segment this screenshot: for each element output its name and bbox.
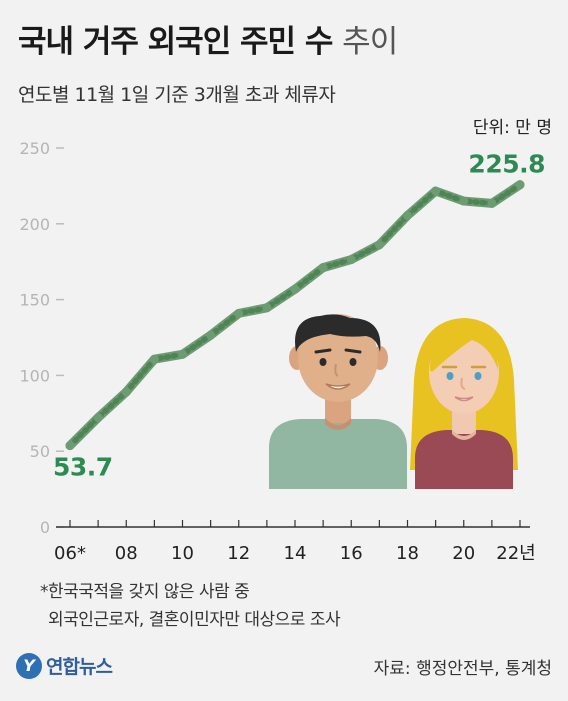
data-label-first: 53.7 [53, 453, 113, 482]
data-point [431, 186, 441, 196]
x-tick-label: 20 [452, 543, 475, 564]
y-tick-label: 200 [19, 215, 50, 234]
data-point [149, 354, 159, 364]
logo-mark-icon: Y [16, 652, 42, 679]
y-tick-label: 50 [30, 442, 50, 461]
data-point [515, 180, 525, 190]
data-point [93, 413, 103, 423]
x-tick-label: 14 [284, 543, 307, 564]
footnote-line-1: *한국국적을 갖지 않은 사람 중 [40, 582, 250, 602]
data-point [403, 210, 412, 220]
y-tick-label: 100 [19, 366, 50, 385]
x-tick-label: 12 [227, 543, 250, 564]
woman-icon [410, 318, 518, 489]
unit-label: 단위: 만 명 [472, 118, 552, 138]
data-point [234, 308, 244, 318]
x-tick-label: 10 [171, 543, 194, 564]
data-point [121, 387, 131, 397]
chart-subtitle: 연도별 11월 1일 기준 3개월 초과 체류자 [18, 84, 336, 106]
source-text: 자료: 행정안전부, 통계청 [373, 659, 552, 679]
y-axis: 0 50 100 150 200 250 [19, 139, 64, 537]
y-tick-label: 0 [40, 518, 50, 537]
people-illustration [269, 314, 518, 489]
footnote-line-2: 외국인근로자, 결혼이민자만 대상으로 조사 [48, 610, 341, 630]
data-point [290, 284, 300, 294]
x-tick-label: 18 [396, 543, 419, 564]
title-light: 추이 [342, 24, 398, 60]
data-point [206, 330, 216, 340]
yonhap-logo: Y 연합뉴스 [16, 652, 113, 679]
chart-title: 국내 거주 외국인 주민 수 추이 [18, 16, 398, 61]
data-point [346, 255, 356, 265]
x-tick-label: 08 [115, 543, 138, 564]
logo-text: 연합뉴스 [46, 656, 113, 678]
data-label-last: 225.8 [468, 150, 545, 179]
x-tick-label: 16 [340, 543, 363, 564]
series-line-group [65, 180, 525, 451]
title-main: 국내 거주 외국인 주민 수 [18, 24, 333, 60]
x-axis: 06* 08 10 12 14 16 18 20 22년 [54, 520, 536, 564]
data-point [318, 263, 328, 273]
y-tick-label: 150 [19, 291, 50, 310]
footnote: *한국국적을 갖지 않은 사람 중 외국인근로자, 결혼이민자만 대상으로 조사 [40, 578, 341, 634]
x-tick-label: 06* [54, 543, 86, 564]
data-labels: 53.7 225.8 [53, 150, 546, 482]
data-point [178, 349, 187, 359]
x-tick-label: 22년 [496, 543, 535, 564]
man-icon [269, 314, 407, 489]
y-tick-label: 250 [19, 139, 50, 158]
data-point [487, 198, 497, 208]
data-point [262, 303, 272, 313]
data-point [459, 196, 469, 206]
data-point [65, 441, 75, 451]
data-point [374, 240, 384, 250]
